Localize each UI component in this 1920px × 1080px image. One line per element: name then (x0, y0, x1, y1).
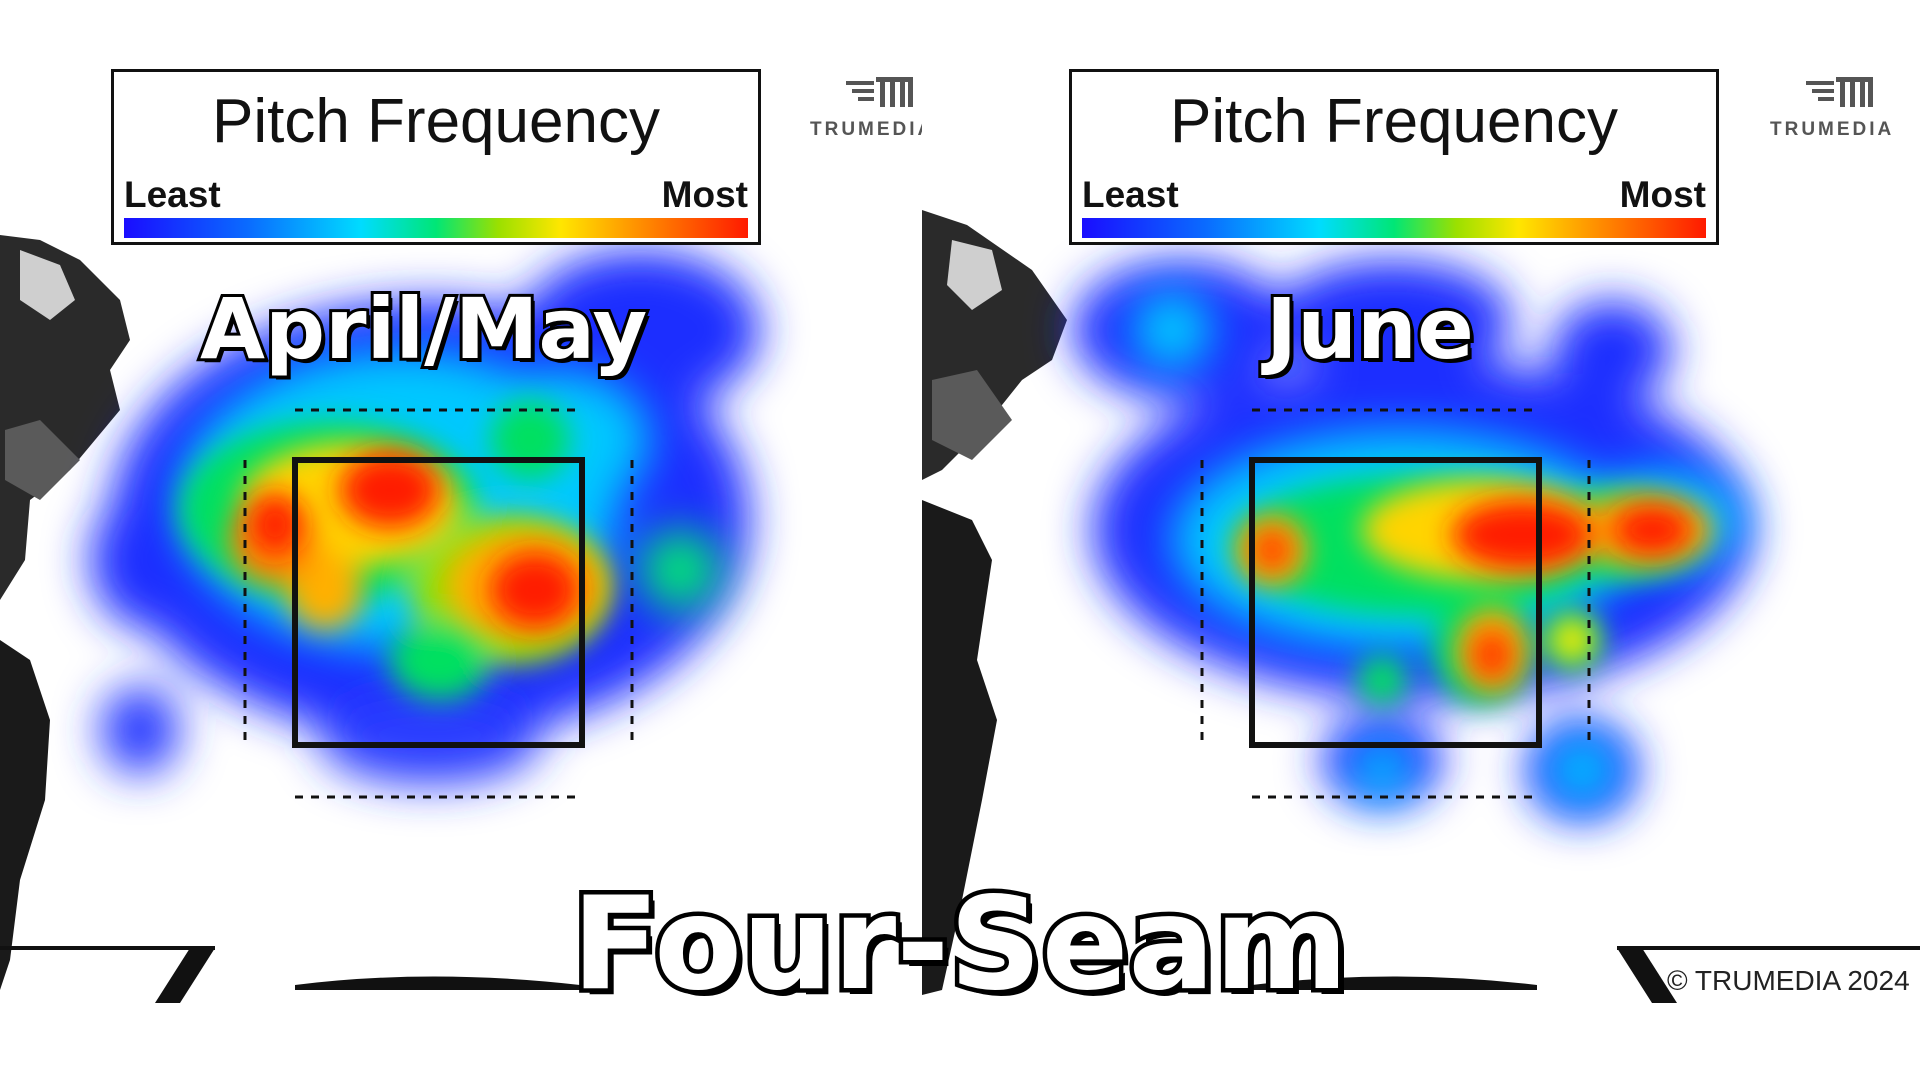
strike-zone (292, 457, 585, 748)
batter-silhouette (922, 210, 1067, 995)
trumedia-logo-icon (846, 77, 913, 107)
heatmap-canvas (922, 210, 1920, 1003)
logo-text: TRUMEDIA (810, 119, 922, 140)
legend-least-label: Least (124, 174, 221, 215)
logo-text: TRUMEDIA (1770, 119, 1895, 140)
heatmap-canvas (0, 235, 760, 1003)
legend-most-label: Most (1619, 174, 1706, 215)
legend-most-label: Most (661, 174, 748, 215)
batter-box-lines (1617, 946, 1920, 1003)
copyright-text: © TRUMEDIA 2024 (1667, 965, 1910, 996)
chart-title: June (1263, 277, 1477, 381)
legend: Pitch Frequency Least Most (111, 69, 761, 245)
batter-silhouette (0, 235, 130, 990)
trumedia-logo-icon (1806, 77, 1873, 107)
home-plate (295, 976, 580, 990)
trumedia-logo: TRUMEDIA (810, 73, 922, 143)
legend-color-bar (1082, 218, 1706, 238)
heat-layer-most (1254, 500, 1692, 680)
heatmap-panel-june: Pitch Frequency Least Most TRUMEDIA June… (922, 0, 1920, 1005)
legend-title: Pitch Frequency (1170, 87, 1618, 156)
legend-least-label: Least (1082, 174, 1179, 215)
chart-title: April/May (197, 277, 650, 381)
home-plate (1252, 976, 1537, 990)
batter-box-lines (0, 946, 215, 1003)
legend: Pitch Frequency Least Most (1069, 69, 1719, 245)
legend-color-bar (124, 218, 748, 238)
heatmap-panel-april-may: Pitch Frequency Least Most TRUMEDIA Apri… (0, 0, 922, 1005)
legend-title: Pitch Frequency (212, 87, 660, 156)
strike-zone (1249, 457, 1542, 748)
heat-layer-most (250, 452, 580, 628)
trumedia-logo: TRUMEDIA (1770, 73, 1910, 143)
main-title: Four-Seam (567, 866, 1352, 1024)
